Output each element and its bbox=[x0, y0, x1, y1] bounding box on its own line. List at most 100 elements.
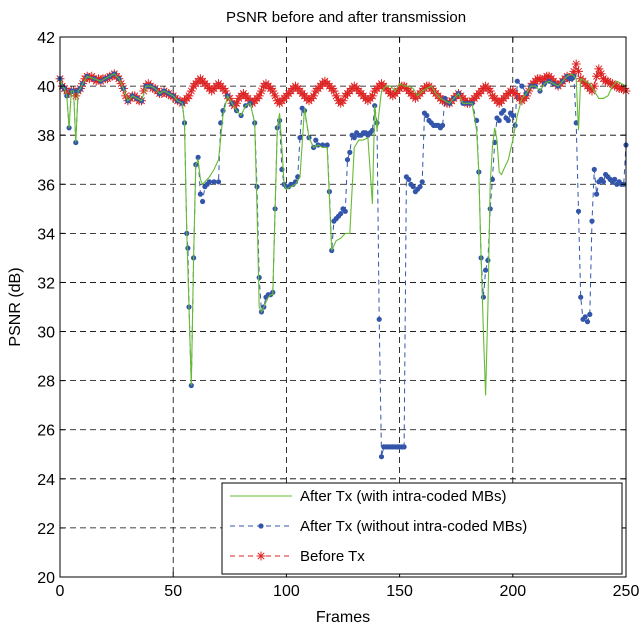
data-point bbox=[575, 208, 582, 214]
data-point bbox=[347, 149, 353, 155]
legend-box bbox=[221, 482, 623, 575]
series-line bbox=[59, 73, 627, 396]
data-point bbox=[587, 311, 593, 317]
data-point bbox=[505, 117, 511, 124]
y-tick-label: 32 bbox=[37, 275, 55, 292]
data-point bbox=[297, 135, 303, 141]
data-point bbox=[309, 91, 319, 101]
data-point bbox=[254, 91, 264, 101]
y-tick-label: 42 bbox=[37, 30, 55, 47]
legend-swatch-marker bbox=[256, 551, 266, 561]
legend-label: After Tx (with intra-coded MBs) bbox=[300, 488, 506, 505]
data-point bbox=[342, 208, 348, 214]
data-point bbox=[573, 120, 579, 126]
data-point bbox=[184, 91, 194, 101]
data-point bbox=[406, 176, 412, 182]
data-point bbox=[211, 179, 217, 185]
chart-title: PSNR before and after transmission bbox=[226, 9, 466, 26]
data-point bbox=[417, 184, 423, 190]
y-tick-label: 28 bbox=[37, 374, 55, 391]
plot-frame bbox=[59, 36, 627, 578]
data-point bbox=[410, 184, 416, 190]
data-point bbox=[485, 257, 491, 263]
y-tick-label: 30 bbox=[37, 325, 55, 342]
data-point bbox=[589, 81, 599, 91]
y-tick-label: 36 bbox=[37, 177, 55, 194]
data-point bbox=[139, 86, 149, 96]
data-point bbox=[594, 191, 600, 197]
ticks: 0 50 100 150 200 250 20 22 24 26 28 30 32 34 36 38 40 42 bbox=[37, 30, 639, 600]
data-point bbox=[582, 314, 588, 320]
data-point bbox=[485, 86, 495, 96]
data-point bbox=[257, 86, 266, 96]
x-axis-title: Frames bbox=[316, 609, 370, 626]
data-point bbox=[200, 198, 206, 205]
y-tick-label: 20 bbox=[37, 570, 55, 587]
data-point bbox=[496, 117, 502, 124]
legend: After Tx (with intra-coded MBs) After Tx … bbox=[221, 482, 623, 575]
data-point bbox=[331, 91, 341, 101]
data-point bbox=[313, 137, 319, 143]
y-tick-label: 22 bbox=[37, 521, 55, 538]
data-point bbox=[440, 122, 446, 128]
data-point bbox=[225, 93, 235, 103]
data-point bbox=[338, 211, 344, 217]
series-1 bbox=[59, 73, 627, 396]
x-tick-label: 0 bbox=[56, 583, 65, 600]
data-point bbox=[592, 71, 602, 81]
y-axis-title: PSNR (dB) bbox=[7, 267, 24, 346]
data-point bbox=[589, 218, 595, 224]
data-point bbox=[254, 184, 260, 190]
legend-label: After Tx (without intra-coded MBs) bbox=[300, 518, 527, 535]
x-tick-label: 150 bbox=[386, 583, 413, 600]
y-tick-label: 38 bbox=[37, 128, 55, 145]
data-point bbox=[578, 294, 584, 300]
data-point bbox=[338, 96, 348, 106]
data-point bbox=[185, 245, 191, 251]
data-point bbox=[401, 444, 407, 450]
data-point bbox=[571, 59, 581, 69]
data-point bbox=[612, 176, 618, 182]
data-point bbox=[324, 142, 330, 148]
x-tick-label: 100 bbox=[273, 583, 300, 600]
data-point bbox=[71, 91, 81, 101]
legend-label: Before Tx bbox=[300, 548, 365, 565]
data-point bbox=[419, 179, 425, 185]
data-point bbox=[329, 86, 339, 96]
data-point bbox=[587, 86, 597, 96]
data-point bbox=[344, 157, 351, 163]
data-point bbox=[483, 267, 489, 273]
data-point bbox=[351, 135, 357, 141]
data-point bbox=[220, 86, 230, 96]
data-point bbox=[524, 86, 534, 96]
series-layer bbox=[55, 59, 631, 460]
data-point bbox=[378, 454, 385, 460]
legend-swatch-marker bbox=[258, 523, 264, 529]
data-point bbox=[591, 166, 597, 173]
data-point bbox=[215, 179, 222, 185]
data-point bbox=[206, 179, 212, 185]
data-point bbox=[514, 78, 520, 84]
data-point bbox=[232, 98, 242, 108]
x-tick-label: 250 bbox=[613, 583, 640, 600]
y-tick-label: 24 bbox=[37, 472, 55, 489]
x-tick-label: 50 bbox=[164, 583, 182, 600]
data-point bbox=[376, 316, 382, 322]
data-point bbox=[268, 86, 278, 96]
data-point bbox=[367, 91, 377, 101]
grid bbox=[60, 37, 626, 577]
data-point bbox=[510, 112, 516, 119]
data-point bbox=[501, 108, 507, 114]
data-point bbox=[424, 112, 430, 119]
y-tick-label: 34 bbox=[37, 226, 55, 243]
data-point bbox=[186, 86, 196, 96]
data-point bbox=[600, 179, 607, 185]
data-point bbox=[569, 66, 579, 76]
data-point bbox=[594, 64, 604, 74]
data-point bbox=[574, 66, 583, 76]
y-tick-label: 40 bbox=[37, 79, 55, 96]
data-point bbox=[270, 91, 280, 101]
data-point bbox=[480, 294, 486, 300]
data-point bbox=[197, 191, 203, 197]
